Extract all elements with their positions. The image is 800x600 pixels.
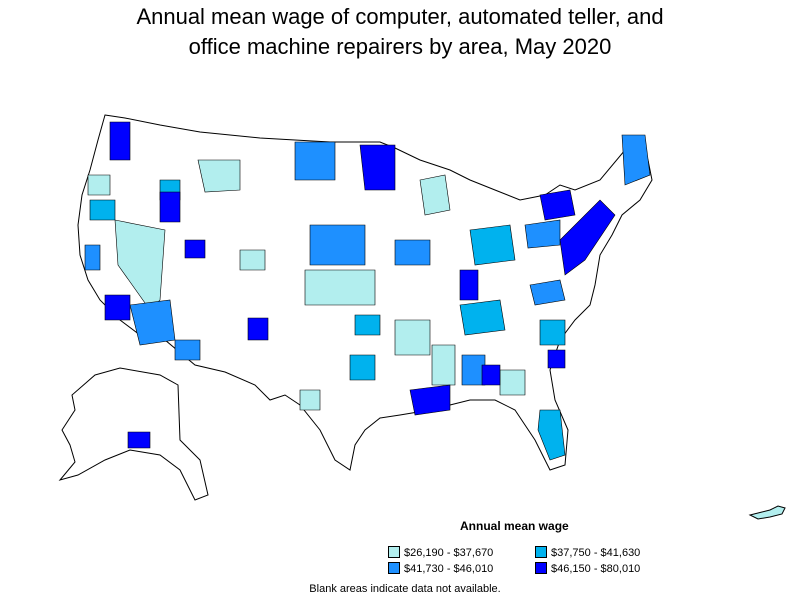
legend-swatch-3 bbox=[388, 562, 400, 574]
legend-swatch-2 bbox=[535, 546, 547, 558]
area-west-wa bbox=[87, 174, 111, 196]
area-n-georgia bbox=[499, 369, 526, 396]
area-new-york bbox=[539, 189, 576, 221]
area-north-dakota bbox=[294, 141, 336, 181]
legend-label-2: $37,750 - $41,630 bbox=[551, 547, 641, 559]
title-line-2: office machine repairers by area, May 20… bbox=[188, 34, 612, 59]
area-maine bbox=[621, 134, 651, 186]
area-arizona bbox=[129, 299, 176, 346]
area-florida bbox=[537, 409, 566, 461]
blank-areas-note: Blank areas indicate data not available. bbox=[309, 583, 501, 595]
area-oregon bbox=[89, 199, 116, 221]
legend-item-3: $41,730 - $46,010 bbox=[388, 562, 493, 575]
area-e-texas bbox=[349, 354, 376, 381]
legend-label-4: $46,150 - $80,010 bbox=[551, 563, 641, 575]
area-iowa-illinois bbox=[394, 239, 431, 266]
title-line-1: Annual mean wage of computer, automated … bbox=[136, 4, 664, 29]
area-alabama bbox=[461, 354, 486, 386]
area-utah bbox=[184, 239, 206, 259]
area-n-california bbox=[84, 244, 101, 271]
area-minnesota bbox=[359, 144, 396, 191]
area-oklahoma bbox=[354, 314, 381, 336]
area-south-carolina bbox=[547, 349, 566, 369]
legend-swatch-1 bbox=[388, 546, 400, 558]
legend-label-1: $26,190 - $37,670 bbox=[404, 547, 494, 559]
area-mississippi bbox=[431, 344, 456, 386]
area-w-washington bbox=[109, 121, 131, 161]
area-pennsylvania bbox=[524, 219, 561, 249]
area-tennessee bbox=[459, 299, 506, 336]
area-louisiana bbox=[409, 384, 451, 416]
area-colorado bbox=[239, 249, 266, 271]
area-anchorage bbox=[127, 431, 151, 449]
area-s-california bbox=[104, 294, 131, 321]
area-indiana-ohio bbox=[469, 224, 516, 266]
area-s-texas bbox=[299, 389, 321, 411]
area-nw-montana bbox=[197, 159, 241, 193]
area-arkansas bbox=[394, 319, 431, 356]
legend-title: Annual mean wage bbox=[460, 519, 569, 533]
area-carolinas bbox=[539, 319, 566, 346]
legend-swatch-4 bbox=[535, 562, 547, 574]
area-georgia bbox=[481, 364, 501, 386]
legend-label-3: $41,730 - $46,010 bbox=[404, 563, 494, 575]
hawaii-islands bbox=[748, 505, 786, 520]
map-areas bbox=[84, 121, 651, 461]
area-idaho-wy bbox=[159, 191, 181, 223]
area-illinois bbox=[459, 269, 479, 301]
area-virginia bbox=[529, 279, 566, 306]
area-central-nm bbox=[247, 317, 269, 341]
area-west-kansas bbox=[304, 269, 376, 306]
area-northeast-corridor bbox=[559, 199, 616, 276]
area-new-mexico bbox=[174, 339, 201, 361]
area-nebraska bbox=[309, 224, 366, 266]
area-wisconsin bbox=[419, 174, 451, 216]
legend-item-2: $37,750 - $41,630 bbox=[535, 546, 640, 559]
map-title: Annual mean wage of computer, automated … bbox=[0, 2, 800, 62]
legend-item-1: $26,190 - $37,670 bbox=[388, 546, 493, 559]
legend-item-4: $46,150 - $80,010 bbox=[535, 562, 640, 575]
